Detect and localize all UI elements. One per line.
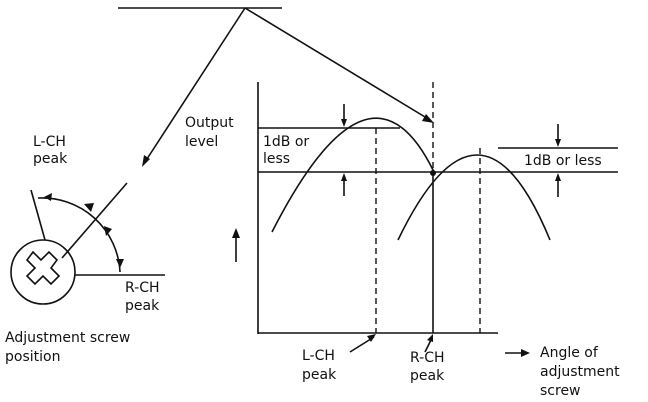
arrowhead: [555, 139, 561, 147]
peak-label: peak: [410, 368, 445, 384]
tolerance-label: less: [263, 151, 290, 167]
arrowhead: [427, 334, 433, 342]
label: peak: [33, 151, 68, 167]
arrowhead: [521, 349, 530, 357]
tolerance-label: 1dB or: [263, 134, 309, 150]
axis-label: screw: [540, 383, 581, 399]
axis-label: Angle of: [540, 345, 599, 361]
pointer-line: [245, 8, 430, 120]
screw-head: [11, 240, 75, 304]
crossover-point: [430, 170, 436, 176]
arrowhead: [44, 193, 52, 201]
label: L-CH: [33, 134, 66, 150]
diagram: L-CH peak R-CH peak Adjustment screw pos…: [0, 0, 648, 402]
peak-label: R-CH: [410, 350, 445, 366]
tolerance-label: 1dB or less: [524, 153, 602, 169]
angle-arc: [38, 198, 120, 272]
axis-label: level: [185, 134, 218, 150]
arrowhead: [341, 173, 347, 181]
peak-label: L-CH: [302, 348, 335, 364]
label: peak: [125, 298, 160, 314]
screw-cross: [27, 252, 59, 284]
screw-indicator: [62, 183, 127, 258]
arrowhead: [232, 228, 240, 238]
axis-label: Output: [185, 115, 234, 131]
label: R-CH: [125, 280, 160, 296]
arrowhead: [341, 119, 347, 127]
arrowhead: [555, 173, 561, 181]
caption: position: [5, 349, 60, 365]
peak-label: peak: [302, 367, 337, 383]
arrowhead: [116, 259, 124, 268]
axis-label: adjustment: [540, 364, 620, 380]
caption: Adjustment screw: [5, 330, 130, 346]
